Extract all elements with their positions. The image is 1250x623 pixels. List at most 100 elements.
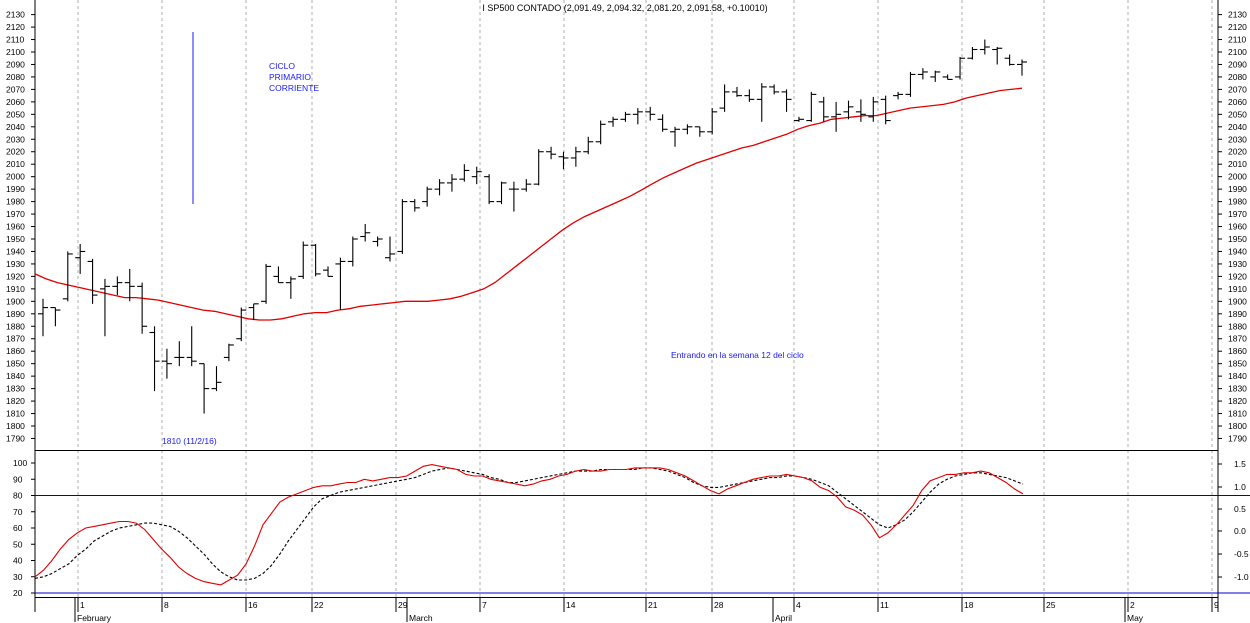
ohlc-bar	[459, 164, 470, 182]
y-tick-label-right: 2000	[1228, 172, 1247, 182]
y-tick-label-right: 2110	[1228, 35, 1247, 45]
osc-tick-label-left: 90	[13, 474, 23, 484]
oscillator-fast-series	[34, 464, 1024, 586]
osc-tick-label-left: 50	[13, 539, 23, 549]
oscillator-reference-lines	[35, 495, 1250, 594]
ohlc-bar	[372, 236, 383, 247]
ohlc-bar	[347, 236, 358, 267]
ohlc-bar	[285, 276, 296, 299]
cycle-label-line-2: PRIMARIO	[269, 72, 311, 82]
ohlc-bar	[731, 86, 742, 97]
y-tick-label-left: 2130	[6, 10, 25, 20]
y-tick-label-right: 1970	[1228, 209, 1247, 219]
y-tick-label-right: 2030	[1228, 134, 1247, 144]
y-tick-label-right: 1980	[1228, 197, 1247, 207]
ohlc-bar	[707, 108, 718, 135]
x-tick-label: 1	[80, 600, 85, 610]
y-tick-label-right: 1890	[1228, 309, 1247, 319]
x-month-label: May	[1127, 613, 1144, 623]
ohlc-bar	[397, 199, 408, 254]
osc-tick-label-right: -0.5	[1234, 549, 1249, 559]
ohlc-bar	[409, 199, 420, 212]
ohlc-bar	[137, 282, 148, 334]
ohlc-bar	[1017, 59, 1027, 76]
ohlc-bar	[384, 236, 395, 262]
y-tick-label-left: 1940	[6, 246, 25, 256]
y-tick-label-right: 1910	[1228, 284, 1247, 294]
ohlc-bar	[793, 116, 804, 122]
y-tick-label-left: 1990	[6, 184, 25, 194]
ohlc-bar	[360, 224, 371, 242]
y-tick-label-left: 2120	[6, 22, 25, 32]
y-tick-label-left: 1970	[6, 209, 25, 219]
x-tick-label: 18	[964, 600, 974, 610]
y-tick-label-right: 2050	[1228, 109, 1247, 119]
oscillator-y-axis-left: 100 90 80 70 60 50 40 30 20	[13, 458, 35, 598]
x-tick-label: 28	[714, 600, 724, 610]
y-tick-label-left: 2040	[6, 122, 25, 132]
y-tick-label-left: 2030	[6, 134, 25, 144]
ohlc-bar	[967, 47, 978, 60]
ohlc-bar	[831, 101, 842, 132]
ohlc-bar	[719, 84, 730, 112]
y-tick-label-left: 2070	[6, 84, 25, 94]
ohlc-bar	[583, 136, 594, 155]
y-tick-label-left: 2090	[6, 59, 25, 69]
ohlc-bar	[422, 186, 433, 207]
x-tick-label: 14	[566, 600, 576, 610]
x-tick-label: 16	[248, 600, 258, 610]
ohlc-bar	[992, 47, 1003, 65]
y-tick-label-right: 1820	[1228, 396, 1247, 406]
ohlc-bar	[570, 146, 581, 167]
ohlc-bar	[521, 179, 532, 192]
x-month-label: February	[77, 613, 112, 623]
ohlc-bar	[855, 99, 866, 122]
ohlc-bar	[880, 95, 891, 125]
y-tick-label-left: 1860	[6, 346, 25, 356]
ohlc-bars	[38, 39, 1027, 414]
ohlc-bar	[917, 68, 928, 80]
y-tick-label-right: 2070	[1228, 84, 1247, 94]
ohlc-bar	[236, 307, 247, 342]
y-tick-label-right: 2100	[1228, 47, 1247, 57]
osc-tick-label-left: 20	[13, 588, 23, 598]
y-tick-label-left: 1980	[6, 197, 25, 207]
ohlc-bar	[781, 89, 792, 112]
y-tick-label-left: 1890	[6, 309, 25, 319]
ohlc-bar	[769, 84, 780, 95]
ohlc-bar	[446, 174, 457, 192]
y-tick-label-right: 1870	[1228, 334, 1247, 344]
y-tick-label-right: 1900	[1228, 296, 1247, 306]
ohlc-bar	[211, 366, 222, 392]
y-tick-label-left: 2000	[6, 172, 25, 182]
y-tick-label-right: 1930	[1228, 259, 1247, 269]
x-month-label: March	[409, 613, 433, 623]
y-tick-label-left: 2010	[6, 159, 25, 169]
ohlc-bar	[806, 91, 817, 122]
ohlc-bar	[632, 108, 643, 125]
y-tick-label-right: 2060	[1228, 97, 1247, 107]
price-y-axis-left: 2130 2120 2110 2100 2090 2080 2070 2060 2050 2040…	[6, 10, 35, 443]
ohlc-bar	[905, 71, 916, 97]
ohlc-bar	[186, 326, 197, 367]
y-tick-label-right: 1840	[1228, 371, 1247, 381]
ohlc-bar	[149, 326, 160, 392]
ohlc-bar	[223, 343, 234, 362]
x-tick-label: 8	[164, 600, 169, 610]
x-month-label: April	[775, 613, 792, 623]
ohlc-bar	[645, 106, 656, 121]
cycle-label-line-3: CORRIENTE	[269, 83, 319, 93]
x-tick-label: 21	[648, 600, 658, 610]
ohlc-bar	[310, 243, 321, 277]
y-tick-label-right: 2040	[1228, 122, 1247, 132]
y-tick-label-right: 1950	[1228, 234, 1247, 244]
cycle-week-note: Entrando en la semana 12 del ciclo	[671, 350, 804, 360]
x-tick-label: 4	[796, 600, 801, 610]
osc-tick-label-left: 80	[13, 491, 23, 501]
x-tick-label: 7	[482, 600, 487, 610]
ohlc-bar	[484, 174, 495, 205]
y-tick-label-right: 1800	[1228, 421, 1247, 431]
ohlc-bar	[298, 241, 309, 279]
